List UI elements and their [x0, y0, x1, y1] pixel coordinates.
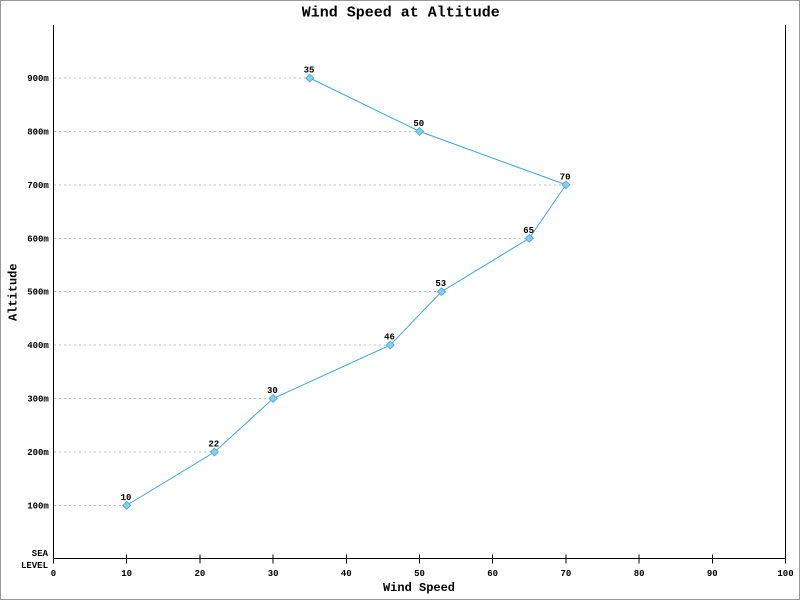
svg-text:50: 50 [413, 119, 424, 129]
svg-text:400m: 400m [27, 341, 49, 351]
svg-text:30: 30 [267, 386, 278, 396]
svg-text:Wind Speed at Altitude: Wind Speed at Altitude [302, 5, 500, 22]
svg-text:70: 70 [560, 172, 571, 182]
svg-text:70: 70 [560, 569, 571, 579]
svg-text:40: 40 [341, 569, 352, 579]
svg-text:65: 65 [523, 226, 534, 236]
svg-text:0: 0 [51, 569, 56, 579]
svg-text:10: 10 [121, 569, 132, 579]
svg-text:200m: 200m [27, 448, 49, 458]
svg-text:300m: 300m [27, 395, 49, 405]
svg-text:10: 10 [121, 493, 132, 503]
svg-text:900m: 900m [27, 74, 49, 84]
svg-text:100: 100 [777, 569, 793, 579]
svg-text:Wind Speed: Wind Speed [383, 581, 455, 595]
svg-text:SEA: SEA [32, 549, 49, 559]
svg-text:22: 22 [208, 440, 219, 450]
svg-text:20: 20 [194, 569, 205, 579]
svg-text:35: 35 [304, 66, 315, 76]
svg-text:90: 90 [707, 569, 718, 579]
svg-text:500m: 500m [27, 288, 49, 298]
svg-text:60: 60 [487, 569, 498, 579]
svg-text:Altitude: Altitude [7, 263, 21, 321]
svg-text:46: 46 [384, 333, 395, 343]
svg-text:LEVEL: LEVEL [21, 561, 48, 571]
svg-text:600m: 600m [27, 234, 49, 244]
svg-text:30: 30 [268, 569, 279, 579]
svg-text:800m: 800m [27, 127, 49, 137]
svg-text:100m: 100m [27, 501, 49, 511]
svg-text:700m: 700m [27, 181, 49, 191]
svg-text:50: 50 [414, 569, 425, 579]
svg-text:80: 80 [634, 569, 645, 579]
svg-text:53: 53 [435, 279, 446, 289]
